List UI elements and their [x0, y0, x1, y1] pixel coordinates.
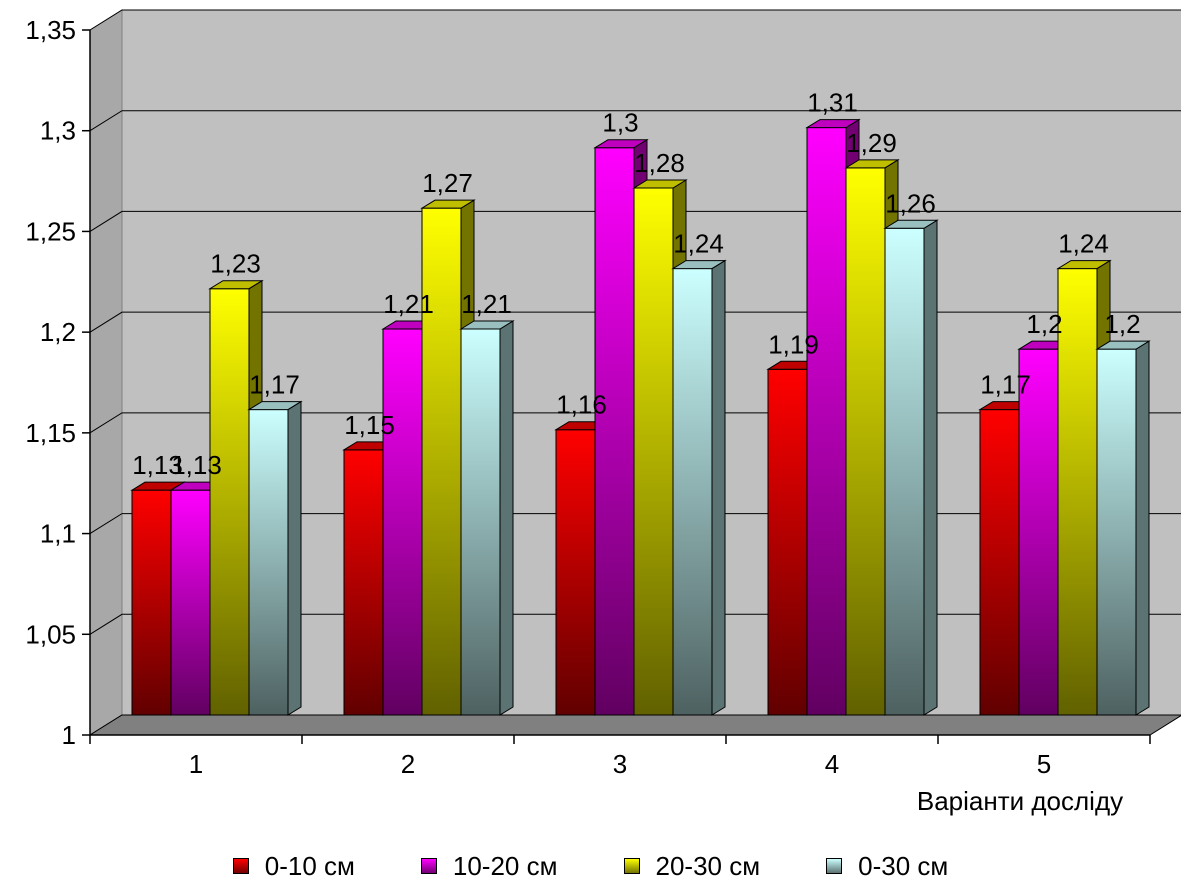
x-tick-label: 3	[613, 749, 627, 779]
data-label: 1,15	[344, 410, 395, 440]
data-label: 1,17	[980, 370, 1031, 400]
y-tick-label: 1,25	[25, 216, 76, 246]
bar	[883, 219, 939, 716]
data-label: 1,29	[846, 128, 897, 158]
data-label: 1,17	[249, 370, 300, 400]
legend-item: 20-30 см	[623, 850, 761, 882]
bar	[247, 400, 303, 716]
axes: 1 1,05 1,1 1,15 1,2 1,25 1,3 1,35 1 2 3 4 5	[25, 15, 1151, 779]
legend-swatch	[826, 858, 843, 874]
y-tick-label: 1,35	[25, 15, 76, 45]
data-label: 1,2	[1026, 309, 1062, 339]
legend-label: 10-20 см	[452, 850, 558, 881]
data-label: 1,27	[422, 168, 473, 198]
y-tick-label: 1	[62, 720, 76, 750]
gridline	[89, 9, 1181, 31]
x-tick-label: 4	[825, 749, 839, 779]
floor	[88, 714, 1181, 736]
bar	[459, 320, 515, 716]
data-label: 1,3	[602, 108, 638, 138]
x-tick-label: 2	[401, 749, 415, 779]
data-label: 1,21	[383, 289, 434, 319]
data-label: 1,2	[1104, 309, 1140, 339]
legend-item: 0-30 см	[826, 851, 948, 882]
y-tick-label: 1,3	[40, 116, 76, 146]
bar	[1095, 340, 1151, 716]
y-tick-label: 1,2	[40, 317, 76, 347]
bar	[671, 259, 727, 716]
data-label: 1,13	[132, 450, 183, 480]
y-tick-label: 1,15	[25, 418, 76, 448]
legend-swatch	[232, 858, 249, 874]
data-label: 1,24	[1058, 229, 1109, 259]
legend-label: 20-30 см	[655, 850, 761, 881]
x-tick-label: 1	[189, 749, 203, 779]
side-wall	[89, 9, 123, 736]
data-label: 1,23	[210, 249, 261, 279]
legend-item: 10-20 см	[420, 850, 558, 882]
gridline	[89, 110, 1181, 132]
data-label: 1,21	[461, 289, 512, 319]
legend-item: 0-10 см	[232, 850, 355, 882]
bar	[844, 158, 900, 716]
x-axis-title: Варіанти досліду	[917, 786, 1123, 816]
data-label: 1,19	[768, 329, 819, 359]
y-tick-label: 1,1	[40, 519, 76, 549]
legend: 0-10 см 10-20 см 20-30 см 0-30 см	[0, 846, 1181, 886]
legend-swatch	[420, 858, 437, 874]
data-label: 1,13	[171, 450, 222, 480]
data-label: 1,28	[634, 148, 685, 178]
data-label: 1,26	[885, 188, 936, 218]
data-label: 1,16	[556, 390, 607, 420]
data-label: 1,31	[807, 88, 858, 118]
data-label: 1,24	[673, 229, 724, 259]
y-tick-label: 1,05	[25, 619, 76, 649]
plot-floor	[88, 714, 1181, 736]
data-labels: 1,131,131,231,171,151,211,271,211,161,31…	[132, 88, 1140, 481]
bars	[130, 118, 1151, 716]
x-tick-label: 5	[1037, 749, 1051, 779]
legend-swatch	[623, 858, 640, 874]
legend-label: 0-10 см	[264, 850, 355, 881]
legend-label: 0-30 см	[858, 850, 949, 881]
